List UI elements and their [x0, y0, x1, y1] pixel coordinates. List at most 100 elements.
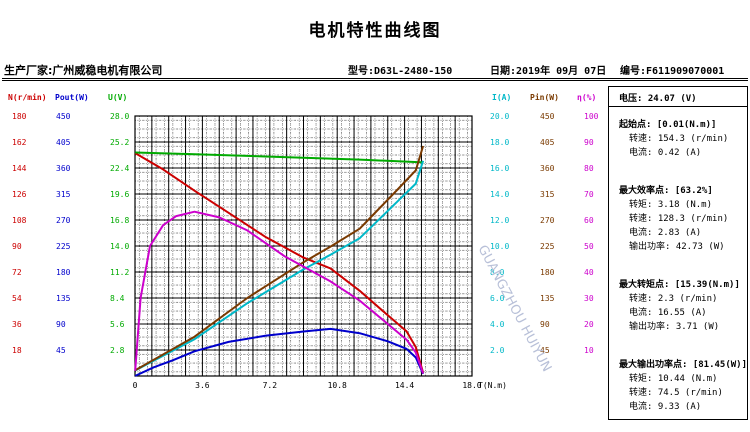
x-tick-label: 3.6: [195, 381, 210, 390]
y-tick-label: 8.4: [110, 294, 125, 303]
pout-axis-label: Pout(W): [55, 93, 89, 102]
axis-headers: N(r/min) Pout(W) U(V) I(A) Pin(W) η(%): [8, 92, 596, 102]
max-torque-speed: 转速: 2.3 (r/min): [629, 294, 718, 304]
y-tick-label: 5.6: [110, 320, 125, 329]
y-tick-label: 30: [584, 294, 594, 303]
y-tick-label: 315: [540, 190, 555, 199]
series-lines: [134, 145, 425, 377]
y-tick-label: 225: [540, 242, 555, 251]
y-tick-label: 90: [584, 138, 594, 147]
y-tick-label: 135: [56, 294, 71, 303]
start-point-title: 起始点: [0.01(N.m)]: [619, 120, 717, 130]
y-tick-label: 70: [584, 190, 594, 199]
max-efficiency-torque: 转矩: 3.18 (N.m): [629, 200, 713, 210]
right-tick-labels: 20.0 18.0 16.0 14.0 12.0 10.0 8.0 6.0 4.0 2.0 450 4…: [490, 112, 599, 355]
y-tick-label: 22.4: [110, 164, 129, 173]
y-tick-label: 90: [56, 320, 66, 329]
max-torque-current: 电流: 16.55 (A): [629, 308, 707, 318]
y-tick-label: 20: [584, 320, 594, 329]
max-efficiency-title: 最大效率点: [63.2%]: [619, 186, 713, 196]
y-tick-label: 180: [12, 112, 27, 121]
speed-axis-label: N(r/min): [8, 92, 47, 102]
y-tick-label: 162: [12, 138, 27, 147]
header-divider: [2, 78, 748, 79]
y-tick-label: 45: [56, 346, 66, 355]
y-tick-label: 225: [56, 242, 71, 251]
y-tick-label: 36: [12, 320, 22, 329]
current-axis-label: I(A): [492, 93, 511, 102]
max-efficiency-power: 输出功率: 42.73 (W): [629, 242, 725, 252]
model-label: 型号:D63L-2480-150: [348, 66, 453, 77]
manufacturer-label: 生产厂家:广州威稳电机有限公司: [4, 64, 163, 77]
y-tick-label: 100: [584, 112, 599, 121]
y-tick-label: 180: [540, 268, 555, 277]
y-tick-label: 108: [12, 216, 27, 225]
y-tick-label: 2.0: [490, 346, 505, 355]
y-tick-label: 405: [540, 138, 555, 147]
x-tick-label: 14.4: [395, 381, 414, 390]
voltage-axis-label: U(V): [108, 93, 127, 102]
y-tick-label: 405: [56, 138, 71, 147]
y-tick-label: 126: [12, 190, 27, 199]
y-tick-label: 25.2: [110, 138, 129, 147]
voltage-readout: 电压: 24.07 (V): [619, 94, 697, 104]
start-point-speed: 转速: 154.3 (r/min): [629, 134, 729, 144]
max-power-current: 电流: 9.33 (A): [629, 402, 702, 412]
y-tick-label: 60: [584, 216, 594, 225]
max-efficiency-current: 电流: 2.83 (A): [629, 228, 702, 238]
y-tick-label: 144: [12, 164, 27, 173]
y-tick-label: 16.0: [490, 164, 509, 173]
efficiency-axis-label: η(%): [577, 93, 596, 102]
y-tick-label: 360: [540, 164, 555, 173]
y-tick-label: 20.0: [490, 112, 509, 121]
y-tick-label: 16.8: [110, 216, 129, 225]
start-point-current: 电流: 0.42 (A): [629, 148, 702, 158]
y-tick-label: 12.0: [490, 216, 509, 225]
motor-characteristic-chart: N(r/min) Pout(W) U(V) I(A) Pin(W) η(%) 1…: [8, 92, 599, 390]
y-tick-label: 72: [12, 268, 22, 277]
y-tick-label: 28.0: [110, 112, 129, 121]
y-tick-label: 50: [584, 242, 594, 251]
panel-divider: [609, 106, 747, 107]
y-tick-label: 90: [12, 242, 22, 251]
y-tick-label: 180: [56, 268, 71, 277]
y-tick-label: 19.6: [110, 190, 129, 199]
y-tick-label: 45: [540, 346, 550, 355]
y-tick-label: 4.0: [490, 320, 505, 329]
max-torque-title: 最大转矩点: [15.39(N.m)]: [619, 280, 740, 290]
max-power-torque: 转矩: 10.44 (N.m): [629, 374, 718, 384]
y-tick-label: 18.0: [490, 138, 509, 147]
y-tick-label: 18: [12, 346, 22, 355]
max-torque-power: 输出功率: 3.71 (W): [629, 322, 720, 332]
left-tick-labels: 180 162 144 126 108 90 72 54 36 18 450 405 360 315 270…: [12, 112, 129, 355]
x-tick-label: 18.0: [462, 381, 481, 390]
y-tick-label: 10.0: [490, 242, 509, 251]
max-efficiency-speed: 转速: 128.3 (r/min): [629, 214, 729, 224]
x-tick-labels: 0 3.6 7.2 10.8 14.4 18.0: [133, 381, 482, 390]
max-power-title: 最大输出功率点: [81.45(W)]: [619, 360, 748, 370]
y-tick-label: 8.0: [490, 268, 505, 277]
x-tick-label: 7.2: [263, 381, 278, 390]
y-tick-label: 80: [584, 164, 594, 173]
y-tick-label: 135: [540, 294, 555, 303]
x-tick-label: 0: [133, 381, 138, 390]
y-tick-label: 450: [540, 112, 555, 121]
summary-panel: 电压: 24.07 (V) 起始点: [0.01(N.m)] 转速: 154.3…: [608, 86, 748, 420]
current-line: [134, 160, 425, 372]
x-axis-label: T(N.m): [478, 381, 507, 390]
efficiency-line: [134, 210, 425, 374]
max-power-speed: 转速: 74.5 (r/min): [629, 388, 723, 398]
serial-label: 编号:F611909070001: [620, 66, 725, 77]
y-tick-label: 90: [540, 320, 550, 329]
y-tick-label: 270: [56, 216, 71, 225]
y-tick-label: 2.8: [110, 346, 125, 355]
y-tick-label: 10: [584, 346, 594, 355]
pin-axis-label: Pin(W): [530, 92, 559, 102]
plot-border: [134, 115, 473, 377]
y-tick-label: 450: [56, 112, 71, 121]
grid-lines: [135, 116, 472, 376]
header-divider-second: [2, 80, 748, 81]
y-tick-label: 14.0: [490, 190, 509, 199]
y-tick-label: 6.0: [490, 294, 505, 303]
pin-line: [134, 145, 425, 372]
